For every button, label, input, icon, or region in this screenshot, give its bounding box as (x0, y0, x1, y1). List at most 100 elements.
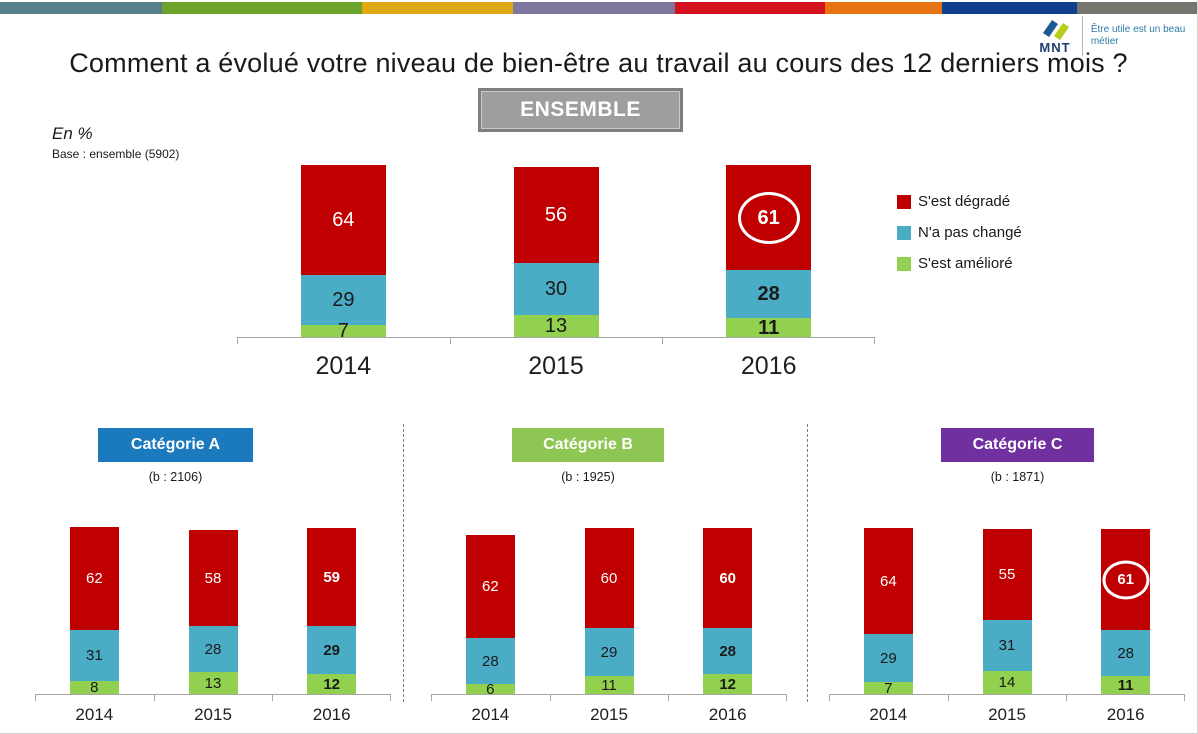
segment-value: 13 (204, 674, 222, 692)
x-axis (829, 694, 1185, 701)
bar-slot-2016: 59 29 12 (272, 522, 391, 694)
bar-slot-2016: 61 28 11 (1066, 522, 1185, 694)
stacked-bar-2016: 61 28 11 (1101, 529, 1151, 694)
stacked-bar-2015: 58 28 13 (188, 530, 238, 694)
category-b-badge: Catégorie B (512, 428, 664, 462)
bar-segment: 13 (188, 672, 238, 694)
segment-value: 31 (85, 647, 103, 664)
bar-segment: 29 (584, 628, 634, 676)
bar-segment: 11 (584, 676, 634, 694)
legend-swatch (897, 225, 911, 240)
segment-value: 8 (90, 679, 99, 696)
legend-item: S'est dégradé (897, 193, 1022, 210)
bar-segment: 28 (703, 628, 753, 674)
bar-slot-2014: 62 28 6 (431, 522, 550, 698)
category-c-bars: 64 29 7 55 31 14 61 28 11 (829, 522, 1185, 697)
stacked-bar-2014: 62 28 6 (465, 535, 515, 698)
segment-value: 11 (601, 676, 617, 694)
strip-segment-navy (942, 2, 1077, 14)
bar-segment: 64 (863, 528, 913, 634)
mnt-logo: MNT Être utile est un beau métier (1038, 16, 1194, 56)
segment-value: 28 (1117, 644, 1135, 662)
mnt-logo-mark: MNT (1038, 18, 1072, 54)
bar-segment: 28 (1101, 630, 1151, 676)
bar-slot-2016: 60 28 12 (668, 522, 787, 694)
stacked-bar-2014: 64 29 7 (300, 165, 386, 341)
segment-value: 7 (337, 320, 349, 342)
category-a-chart: 62 31 8 58 28 13 59 29 12 2014 2015 2016 (35, 522, 391, 725)
bar-segment: 60 (584, 528, 634, 628)
bar-slot-2015: 56 30 13 (450, 162, 663, 337)
year-label: 2014 (869, 705, 908, 724)
bar-segment: 11 (726, 318, 812, 338)
segment-value: 58 (204, 569, 222, 587)
stacked-bar-2015: 55 31 14 (982, 529, 1032, 694)
bar-segment: 60 (703, 528, 753, 628)
segment-value: 29 (879, 649, 897, 667)
segment-value: 28 (757, 283, 780, 305)
segment-value: 62 (481, 578, 499, 595)
category-a-year-labels: 2014 2015 2016 (35, 701, 391, 725)
x-axis (431, 694, 787, 701)
stacked-bar-2015: 60 29 11 (584, 528, 634, 694)
segment-value: 6 (486, 680, 495, 698)
legend-swatch (897, 194, 911, 209)
bar-segment: 58 (188, 530, 238, 626)
category-c-chart: 64 29 7 55 31 14 61 28 11 2014 2015 2016 (829, 522, 1185, 725)
bar-segment: 8 (69, 679, 119, 696)
segment-value: 11 (1117, 676, 1134, 694)
year-label: 2016 (708, 705, 747, 724)
bar-segment: 14 (982, 671, 1032, 694)
year-label: 2014 (75, 705, 114, 724)
bar-segment: 7 (863, 679, 913, 697)
bar-segment: 30 (513, 263, 599, 315)
legend: S'est dégradé N'a pas changé S'est amélior… (897, 193, 1022, 272)
year-label: 2016 (1106, 705, 1145, 724)
bar-slot-2016: 61 28 11 (662, 162, 875, 338)
panel-divider-right (807, 424, 808, 702)
bar-segment: 55 (982, 529, 1032, 620)
category-c-badge: Catégorie C (941, 428, 1094, 462)
bar-segment: 61 (726, 165, 812, 270)
year-label: 2016 (312, 705, 351, 724)
strip-segment-gray (1077, 2, 1197, 14)
segment-value: 7 (884, 679, 893, 697)
category-b-year-labels: 2014 2015 2016 (431, 701, 787, 725)
legend-item: S'est amélioré (897, 255, 1022, 272)
bar-segment: 29 (307, 626, 357, 674)
category-c-year-labels: 2014 2015 2016 (829, 701, 1185, 725)
mnt-logo-icon (1043, 20, 1069, 40)
ensemble-badge: ENSEMBLE (478, 88, 683, 132)
highlight-circle (1102, 560, 1150, 599)
bar-segment: 31 (69, 630, 119, 681)
year-label: 2015 (194, 705, 232, 724)
legend-item: N'a pas changé (897, 224, 1022, 241)
year-label: 2016 (740, 352, 797, 380)
legend-label: S'est dégradé (918, 193, 1011, 210)
segment-value: 29 (600, 643, 618, 661)
stacked-bar-2016: 60 28 12 (703, 528, 753, 694)
strip-segment-orange (825, 2, 942, 14)
page-title: Comment a évolué votre niveau de bien-êt… (69, 48, 1128, 78)
ensemble-bars: 64 29 7 56 30 13 61 28 11 (237, 162, 875, 341)
legend-label: N'a pas changé (918, 224, 1022, 241)
segment-value: 64 (879, 572, 897, 590)
bar-segment: 12 (307, 674, 357, 694)
bar-slot-2015: 55 31 14 (948, 522, 1067, 694)
bar-segment: 62 (465, 535, 515, 638)
strip-segment-purple (513, 2, 675, 14)
bar-segment: 11 (1101, 676, 1151, 694)
legend-swatch (897, 256, 911, 271)
bar-slot-2014: 64 29 7 (829, 522, 948, 697)
segment-value: 60 (600, 569, 618, 587)
bar-slot-2014: 64 29 7 (237, 162, 450, 341)
year-label: 2014 (471, 705, 510, 724)
logo-divider (1082, 16, 1083, 56)
bar-segment: 31 (982, 620, 1032, 671)
category-b-bars: 62 28 6 60 29 11 60 28 12 (431, 522, 787, 698)
segment-value: 28 (719, 642, 737, 660)
category-a-bars: 62 31 8 58 28 13 59 29 12 (35, 522, 391, 696)
bar-segment: 61 (1101, 529, 1151, 630)
year-label: 2015 (590, 705, 628, 724)
